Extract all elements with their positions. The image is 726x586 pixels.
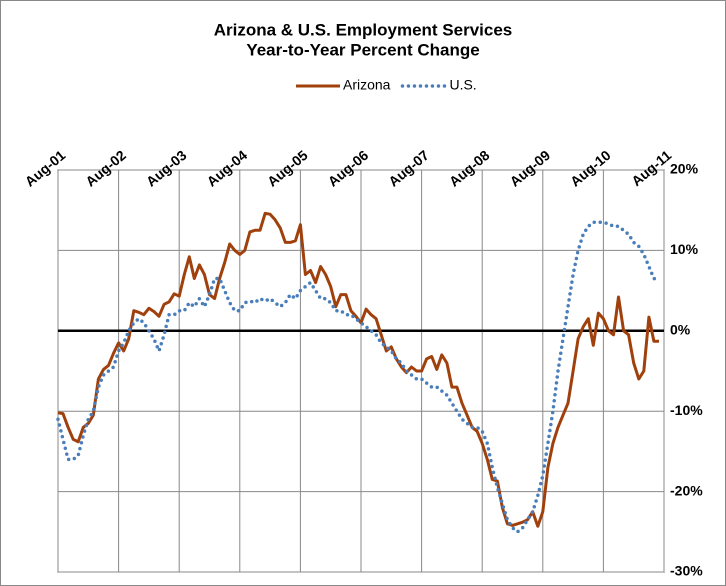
chart-subtitle: Year-to-Year Percent Change: [246, 40, 479, 59]
legend-label: U.S.: [449, 77, 476, 93]
chart-title: Arizona & U.S. Employment Services: [214, 20, 513, 39]
y-tick-label: -10%: [670, 402, 703, 418]
y-tick-label: 0%: [670, 322, 691, 338]
y-tick-label: -20%: [670, 482, 703, 498]
series-line: [56, 220, 661, 535]
y-tick-label: -30%: [670, 563, 703, 579]
y-tick-label: 10%: [670, 241, 699, 257]
legend-label: Arizona: [343, 77, 391, 93]
y-tick-label: 20%: [670, 161, 699, 177]
